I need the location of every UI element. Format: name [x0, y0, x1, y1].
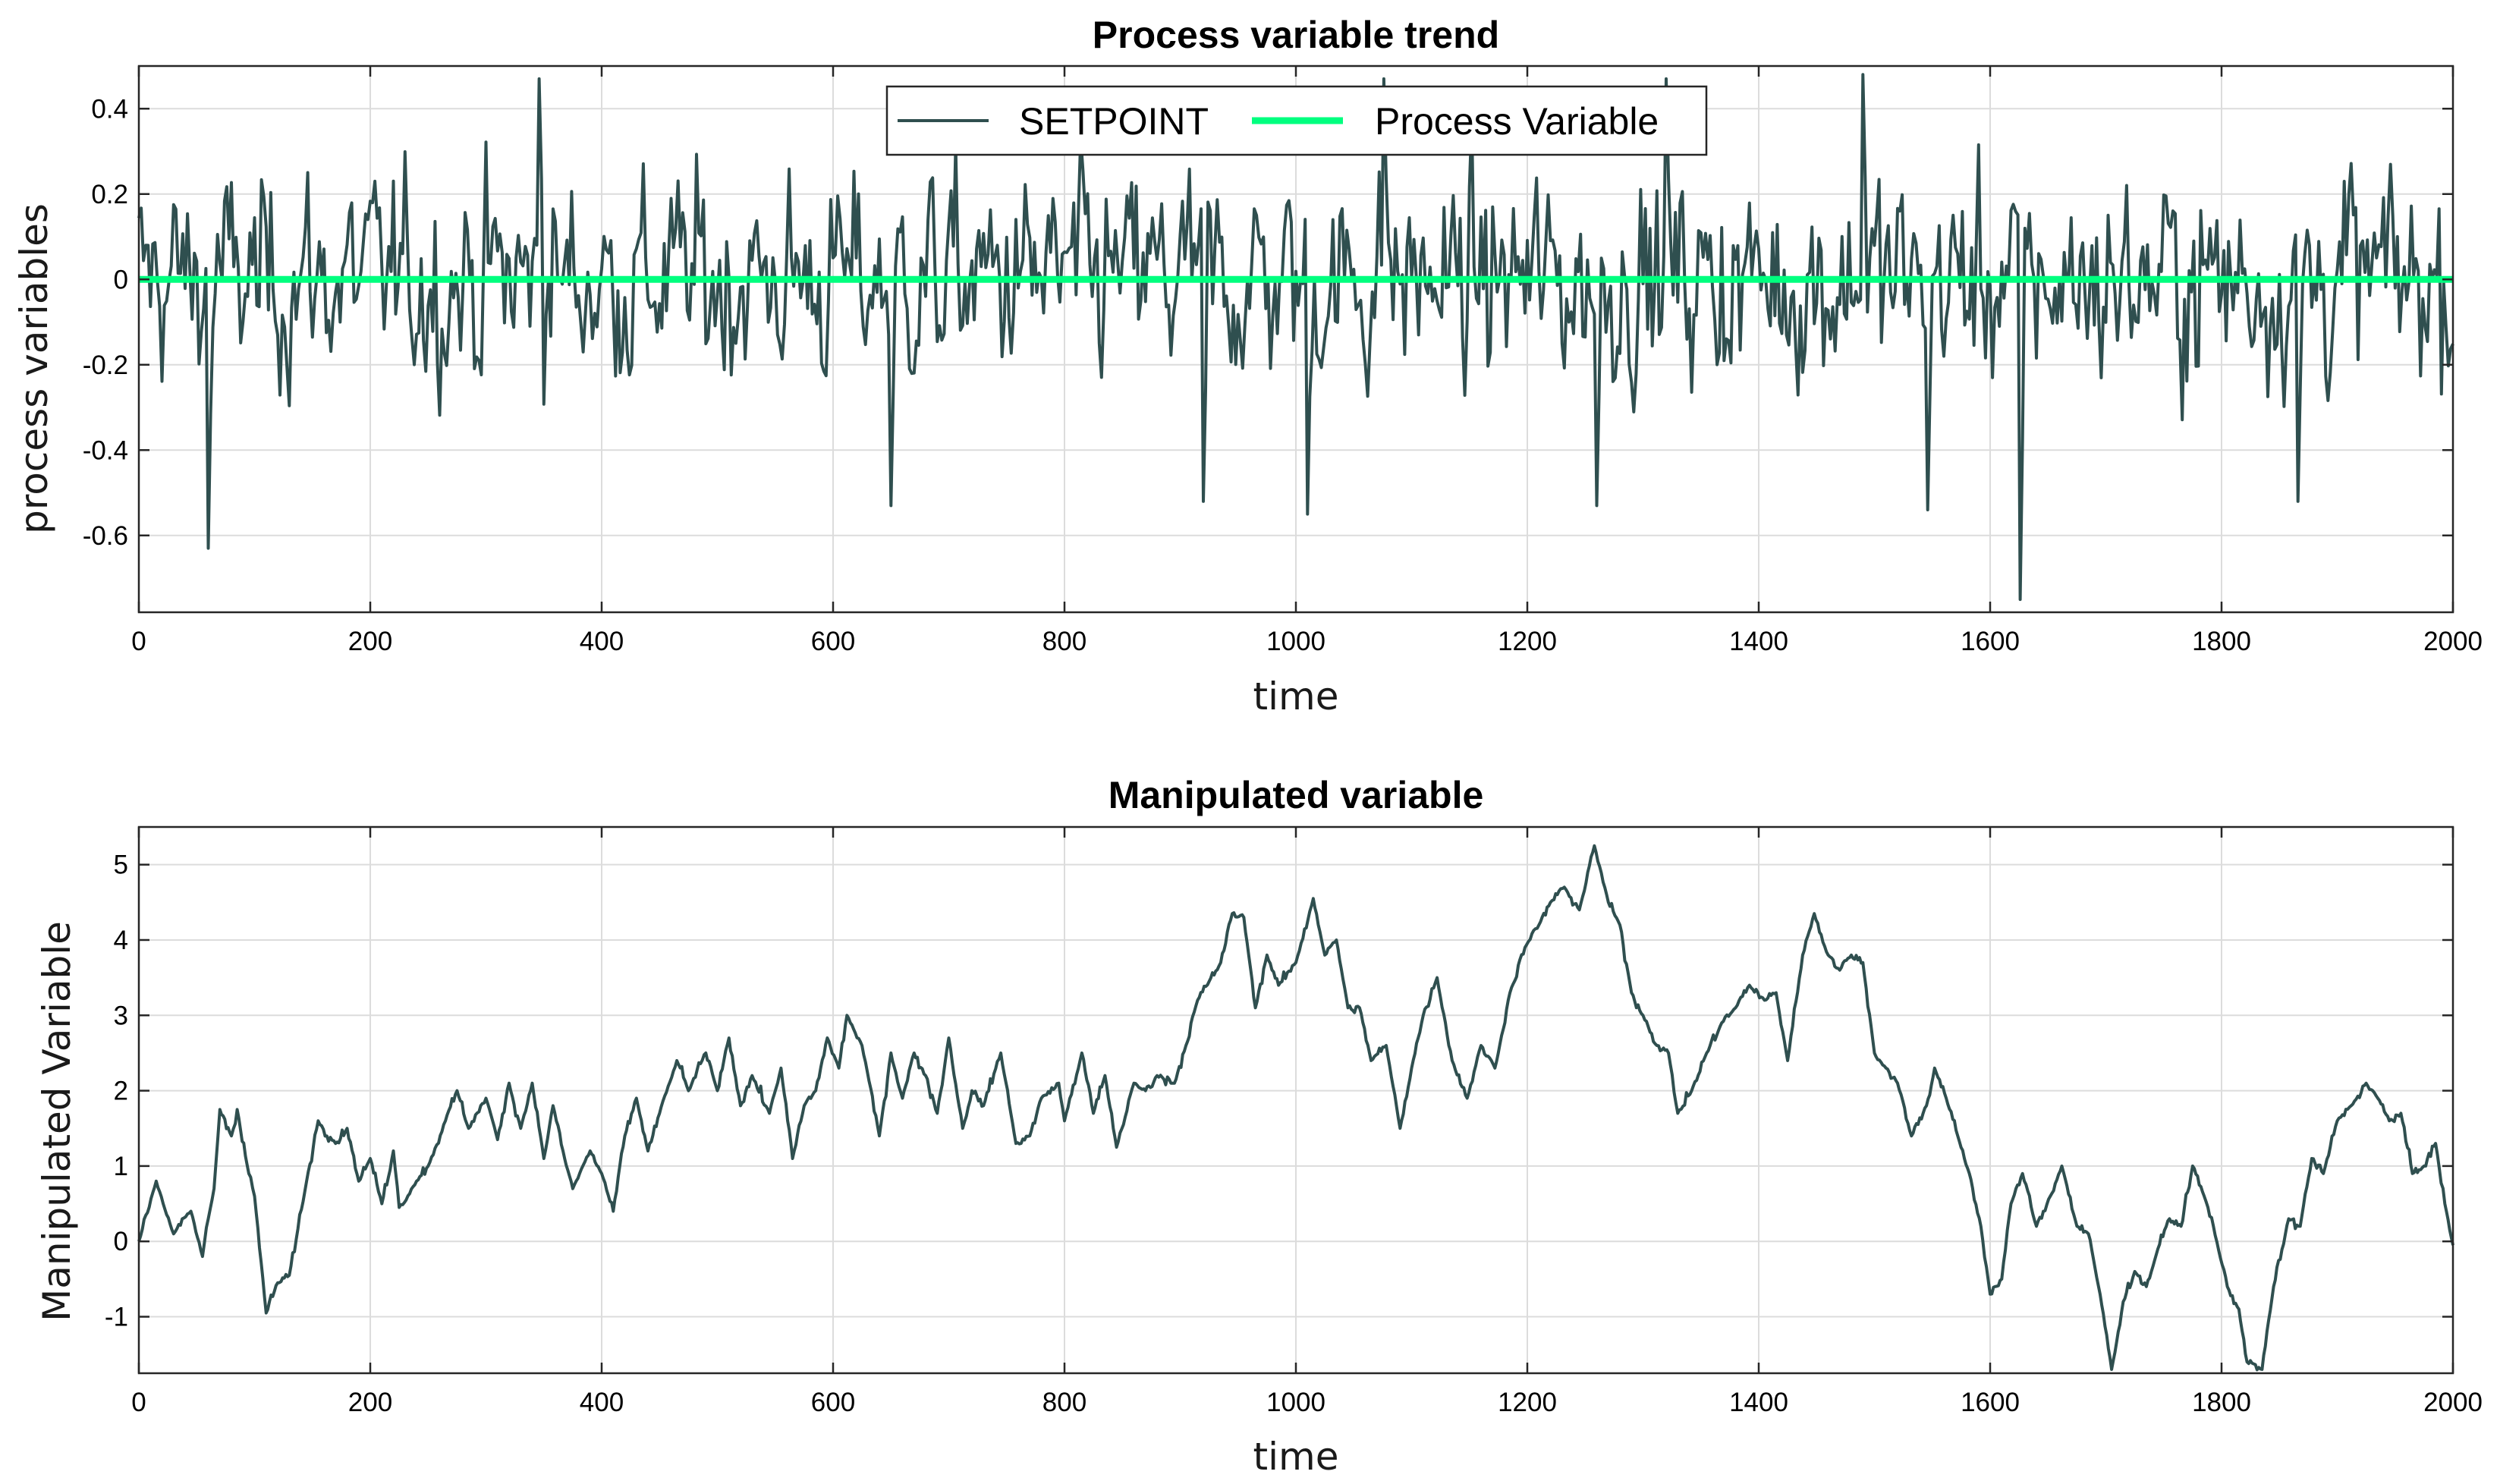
- chart-title: Process variable trend: [1093, 14, 1499, 56]
- x-tick-label: 1200: [1498, 627, 1557, 656]
- x-tick-label: 0: [131, 1388, 146, 1417]
- y-tick-label: -0.2: [83, 351, 128, 380]
- manipulated-variable-panel: Manipulated variable time Manipulated Va…: [35, 774, 2483, 1479]
- x-tick-label: 2000: [2423, 1388, 2483, 1417]
- x-tick-label: 800: [1042, 1388, 1086, 1417]
- x-tick-label: 200: [348, 627, 392, 656]
- plot-lines: [137, 73, 2454, 602]
- tick-labels: 0 200 400 600 800 1000 1200 1400 1600 1800 2000 -0.…: [83, 66, 2483, 656]
- x-tick-label: 1200: [1498, 1388, 1557, 1417]
- tick-labels: 0 200 400 600 800 1000 1200 1400 1600 1800 2000 -1 0…: [105, 827, 2483, 1417]
- x-tick-label: 1000: [1266, 627, 1325, 656]
- y-tick-label: -1: [105, 1303, 128, 1332]
- y-tick-label: -0.6: [83, 521, 128, 551]
- series-line-manipulated-variable: [137, 844, 2454, 1372]
- x-tick-label: 1600: [1961, 627, 2020, 656]
- y-tick-label: 4: [114, 926, 128, 955]
- y-tick-label: 2: [114, 1077, 128, 1106]
- y-tick-label: 0.4: [91, 94, 128, 124]
- x-tick-label: 200: [348, 1388, 392, 1417]
- y-tick-label: 0: [114, 1227, 128, 1256]
- x-tick-label: 600: [811, 1388, 855, 1417]
- x-tick-label: 800: [1042, 627, 1086, 656]
- y-tick-label: -0.4: [83, 435, 128, 465]
- y-tick-label: 0: [114, 265, 128, 294]
- x-tick-label: 1800: [2192, 1388, 2251, 1417]
- y-axis-label: Manipulated Variable: [35, 921, 79, 1322]
- y-tick-label: 5: [114, 850, 128, 880]
- y-axis-label: process variables: [12, 203, 56, 534]
- x-tick-label: 1000: [1266, 1388, 1325, 1417]
- x-tick-label: 400: [580, 627, 624, 656]
- legend-process-variable-label: Process Variable: [1375, 100, 1659, 143]
- chart-title: Manipulated variable: [1108, 774, 1484, 816]
- x-tick-label: 0: [131, 627, 146, 656]
- y-tick-label: 3: [114, 1001, 128, 1030]
- grid-lines: [139, 827, 2453, 1373]
- plot-lines: [137, 844, 2454, 1372]
- x-tick-label: 1600: [1961, 1388, 2020, 1417]
- x-tick-label: 1400: [1729, 627, 1788, 656]
- y-tick-label: 1: [114, 1152, 128, 1181]
- x-tick-label: 2000: [2423, 627, 2483, 656]
- x-tick-label: 1400: [1729, 1388, 1788, 1417]
- x-tick-label: 400: [580, 1388, 624, 1417]
- legend-setpoint-label: SETPOINT: [1019, 100, 1209, 143]
- y-tick-label: 0.2: [91, 180, 128, 209]
- x-axis-label: time: [1253, 1435, 1339, 1479]
- legend: SETPOINT Process Variable: [885, 85, 1708, 156]
- x-tick-label: 600: [811, 627, 855, 656]
- process-variable-panel: Process variable trend time process vari…: [12, 14, 2483, 718]
- x-tick-label: 1800: [2192, 627, 2251, 656]
- x-axis-label: time: [1253, 674, 1339, 718]
